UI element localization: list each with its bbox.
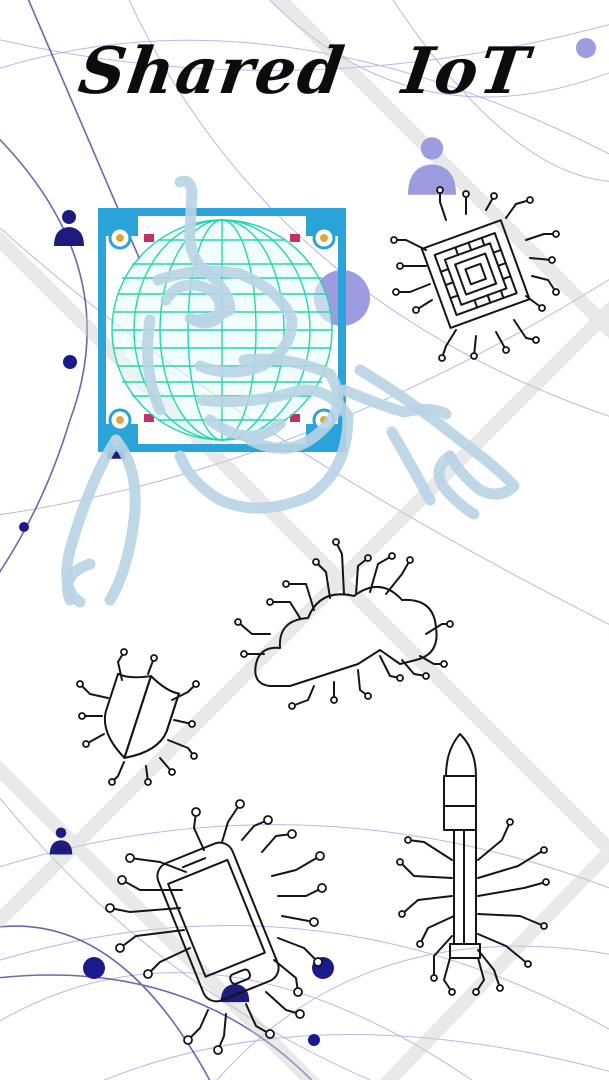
chip-icon	[390, 186, 560, 362]
person-icon	[54, 210, 84, 246]
shield-circuit-icon	[76, 648, 200, 786]
person-icon	[408, 137, 456, 195]
rocket-circuit-icon	[396, 733, 550, 996]
robot-hand-icon	[61, 175, 520, 608]
phone-circuit-icon	[105, 799, 327, 1055]
cloud-circuit-icon	[234, 538, 454, 710]
person-icon	[49, 827, 73, 855]
poster-title: Shared IoT	[74, 34, 535, 109]
